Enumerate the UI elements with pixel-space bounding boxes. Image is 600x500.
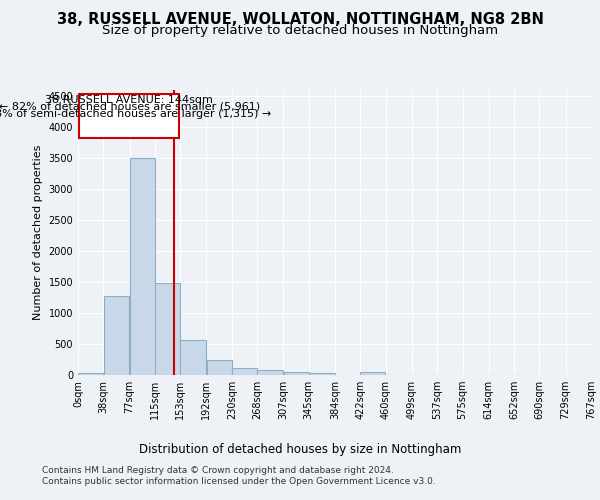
Bar: [232, 368, 257, 375]
Text: 38 RUSSELL AVENUE: 144sqm: 38 RUSSELL AVENUE: 144sqm: [45, 95, 213, 105]
Bar: [284, 372, 308, 375]
Bar: [257, 370, 283, 375]
Text: Size of property relative to detached houses in Nottingham: Size of property relative to detached ho…: [102, 24, 498, 37]
Bar: [361, 372, 385, 375]
Text: Contains public sector information licensed under the Open Government Licence v3: Contains public sector information licen…: [42, 478, 436, 486]
Text: 38, RUSSELL AVENUE, WOLLATON, NOTTINGHAM, NG8 2BN: 38, RUSSELL AVENUE, WOLLATON, NOTTINGHAM…: [56, 12, 544, 28]
FancyBboxPatch shape: [79, 94, 179, 138]
Y-axis label: Number of detached properties: Number of detached properties: [33, 145, 43, 320]
Text: 18% of semi-detached houses are larger (1,315) →: 18% of semi-detached houses are larger (…: [0, 109, 271, 119]
Bar: [104, 296, 130, 375]
Text: Contains HM Land Registry data © Crown copyright and database right 2024.: Contains HM Land Registry data © Crown c…: [42, 466, 394, 475]
Bar: [309, 373, 335, 375]
Bar: [130, 158, 155, 375]
Text: ← 82% of detached houses are smaller (5,961): ← 82% of detached houses are smaller (5,…: [0, 102, 260, 112]
Bar: [206, 360, 232, 375]
Bar: [78, 372, 103, 375]
Bar: [181, 340, 206, 375]
Text: Distribution of detached houses by size in Nottingham: Distribution of detached houses by size …: [139, 442, 461, 456]
Bar: [155, 284, 180, 375]
